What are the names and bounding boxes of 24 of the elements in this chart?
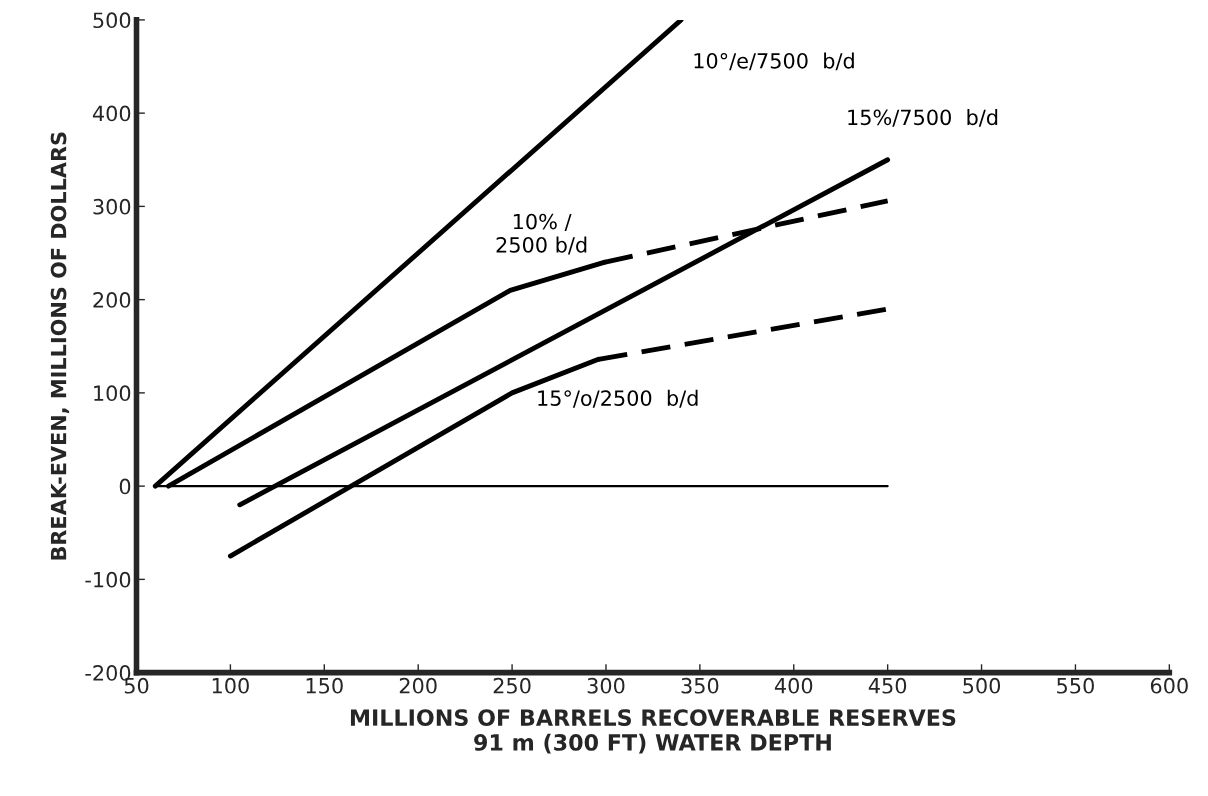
y-tick-label: 200 [93,292,131,308]
x-tick-label: 600 [1150,677,1188,694]
y-tick-label: 500 [93,12,131,29]
y-tick-label: 0 [119,478,131,495]
y-axis-title: BREAK-EVEN, MILLIONS OF DOLLARS [50,132,70,560]
x-tick-label: 150 [306,677,343,694]
x-tick-label: 250 [493,677,531,694]
y-tick-label: 400 [92,105,131,122]
x-tick-label: 450 [868,677,907,694]
series-label: 10% / 2500 b/d [496,213,587,255]
x-tick-label: 200 [399,677,437,694]
y-tick-label: 300 [93,198,131,215]
x-tick-label: 300 [587,677,625,694]
y-tick-label: 100 [94,385,131,402]
series-label: 10°/e/7500 b/d [694,52,854,71]
x-tick-label: 400 [774,677,813,694]
y-tick-label: -100 [85,571,131,588]
x-axis-title: MILLIONS OF BARRELS RECOVERABLE RESERVES 91 m (300 FT) WATER DEPTH [350,709,956,754]
text: 15%/7500 b/d [848,109,998,127]
series-label: 15°/o/2500 b/d [538,389,698,408]
x-tick-label: 500 [963,677,1001,694]
x-tick-label: 350 [681,677,719,694]
x-tick-label: 550 [1057,677,1094,694]
x-tick-label: 100 [212,677,249,694]
